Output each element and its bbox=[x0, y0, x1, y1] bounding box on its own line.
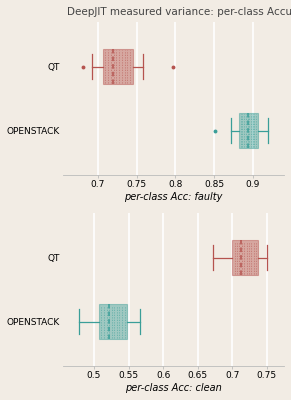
X-axis label: per-class Acc: faulty: per-class Acc: faulty bbox=[124, 192, 223, 202]
X-axis label: per-class Acc: clean: per-class Acc: clean bbox=[125, 383, 222, 393]
Bar bbox=[232, 240, 258, 275]
Bar bbox=[99, 304, 127, 339]
Bar bbox=[239, 113, 258, 148]
Bar bbox=[102, 49, 133, 84]
Text: DeepJIT measured variance: per-class Accuracy metric: DeepJIT measured variance: per-class Acc… bbox=[68, 7, 291, 17]
